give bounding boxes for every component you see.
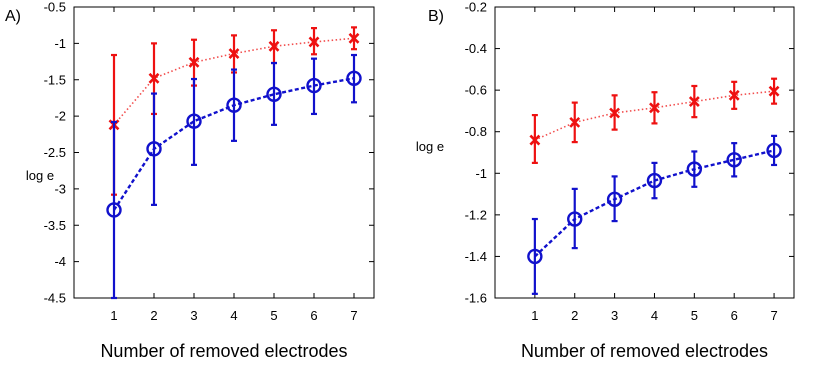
y-tick-label: -2.5	[44, 145, 66, 160]
y-tick-label: -0.2	[465, 0, 487, 15]
panel-b: 1 2 3 4 5 6 7 -0.2 -0.4 -0.6 -0.8 -1 -1.2 -1.4 -1.6 B) l…	[416, 0, 795, 361]
data-point-circle	[766, 142, 782, 159]
data-point-circle	[686, 161, 703, 177]
data-point-cross	[688, 96, 700, 107]
data-point-circle	[606, 191, 623, 207]
data-point-cross	[268, 40, 280, 52]
x-tick-label: 4	[651, 308, 658, 323]
data-point-cross	[348, 32, 360, 44]
x-axis-label: Number of removed electrodes	[521, 341, 768, 361]
x-tick-label: 7	[770, 308, 777, 323]
y-tick-label: -4.5	[44, 291, 66, 306]
x-tick-label: 6	[310, 308, 317, 323]
data-point-circle	[567, 211, 583, 227]
x-tick-label: 5	[270, 308, 277, 323]
data-point-circle	[527, 248, 543, 265]
data-point-cross	[728, 89, 740, 101]
data-point-circle	[726, 152, 742, 168]
data-point-cross	[148, 72, 160, 84]
data-point-circle	[106, 202, 122, 218]
y-tick-label: -1.4	[465, 249, 487, 264]
y-tick-label: -3	[54, 181, 66, 196]
data-point-circle	[186, 113, 202, 129]
data-point-circle	[306, 77, 322, 94]
y-axis-label: log e	[416, 139, 444, 154]
x-tick-label: 1	[531, 308, 538, 323]
y-tick-label: -3.5	[44, 218, 66, 233]
data-point-circle	[346, 70, 362, 86]
x-tick-label: 3	[611, 308, 618, 323]
data-point-cross	[188, 56, 200, 68]
data-point-circle	[146, 141, 162, 157]
y-tick-label: -0.6	[465, 83, 487, 98]
panel-label: A)	[5, 8, 21, 25]
data-point-cross	[609, 107, 621, 119]
y-tick-label: -0.4	[465, 41, 487, 56]
y-tick-label: -2	[54, 109, 66, 124]
x-tick-label: 6	[731, 308, 738, 323]
x-tick-label: 3	[190, 308, 197, 323]
x-tick-label: 4	[230, 308, 237, 323]
data-point-cross	[649, 102, 660, 114]
data-point-circle	[266, 86, 282, 103]
x-tick-label: 1	[110, 308, 117, 323]
y-tick-label: -1.2	[465, 207, 487, 222]
panel-label: B)	[428, 8, 444, 25]
y-tick-label: -4	[54, 254, 66, 269]
y-tick-label: -1.5	[44, 72, 66, 87]
data-point-cross	[529, 134, 541, 146]
x-tick-label: 5	[691, 308, 698, 323]
y-axis-label: log e	[26, 168, 54, 183]
data-point-cross	[308, 36, 320, 48]
x-tick-label: 2	[571, 308, 578, 323]
data-point-circle	[226, 97, 242, 113]
data-point-circle	[646, 172, 663, 189]
data-point-cross	[228, 48, 240, 59]
plot-frame	[494, 6, 795, 299]
x-tick-label: 2	[150, 308, 157, 323]
y-tick-label: -1.6	[465, 291, 487, 306]
y-tick-label: -0.8	[465, 124, 487, 139]
data-point-cross	[768, 85, 780, 97]
y-tick-label: -1	[54, 36, 66, 51]
x-axis-label: Number of removed electrodes	[100, 341, 347, 361]
y-tick-label: -0.5	[44, 0, 66, 15]
plot-frame	[73, 6, 375, 299]
data-point-cross	[569, 116, 581, 128]
y-tick-label: -1	[475, 166, 487, 181]
x-tick-label: 7	[350, 308, 357, 323]
panel-a: 1 2 3 4 5 6 7 -0.5 -1 -1.5 -2 -2.5 -3 -3.5 -4 -4.5 A) log…	[5, 0, 375, 361]
